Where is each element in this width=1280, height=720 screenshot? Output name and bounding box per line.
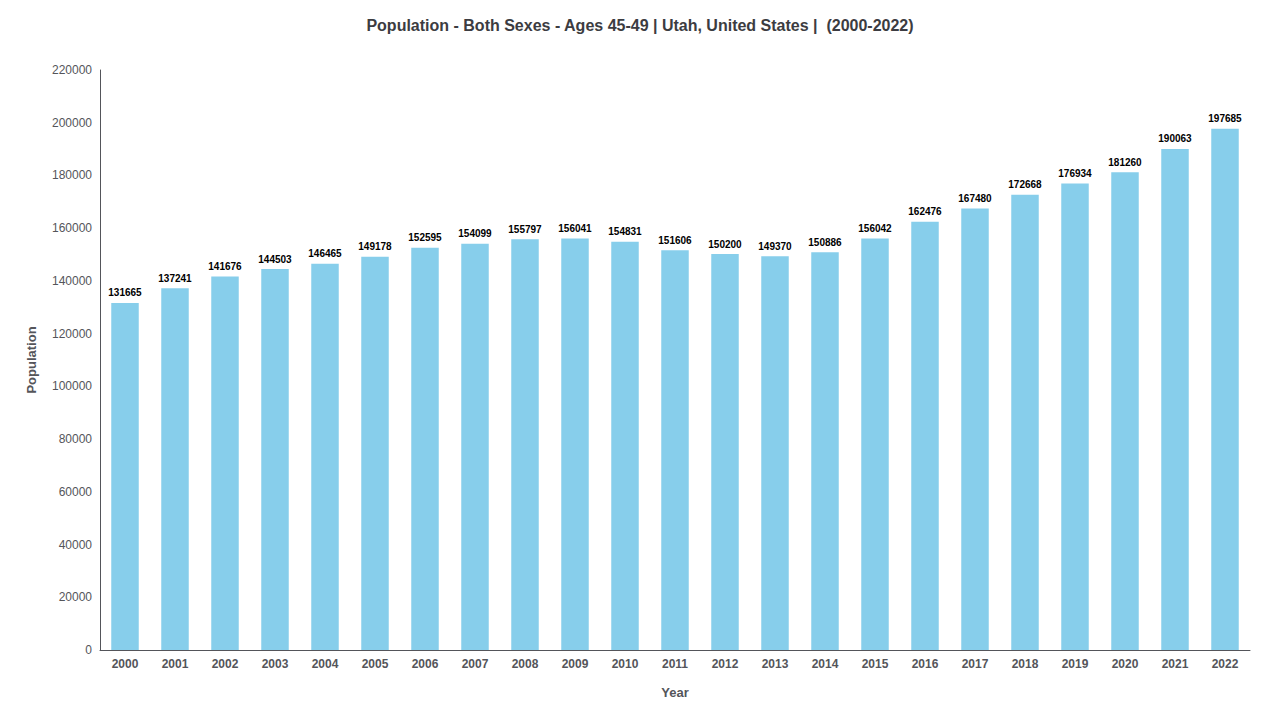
- svg-text:2015: 2015: [862, 657, 889, 671]
- svg-text:150200: 150200: [708, 239, 742, 250]
- svg-text:0: 0: [85, 643, 92, 657]
- svg-text:2013: 2013: [762, 657, 789, 671]
- svg-text:2020: 2020: [1112, 657, 1139, 671]
- svg-text:181260: 181260: [1108, 157, 1142, 168]
- svg-text:156042: 156042: [858, 223, 892, 234]
- svg-text:2016: 2016: [912, 657, 939, 671]
- svg-text:2022: 2022: [1212, 657, 1239, 671]
- svg-text:152595: 152595: [408, 232, 442, 243]
- svg-text:200000: 200000: [52, 116, 92, 130]
- svg-text:154099: 154099: [458, 228, 492, 239]
- svg-text:155797: 155797: [508, 224, 542, 235]
- svg-text:149178: 149178: [358, 241, 392, 252]
- svg-text:Year: Year: [661, 685, 688, 700]
- svg-text:149370: 149370: [758, 241, 792, 252]
- svg-text:2007: 2007: [462, 657, 489, 671]
- svg-text:172668: 172668: [1008, 179, 1042, 190]
- svg-text:2019: 2019: [1062, 657, 1089, 671]
- svg-text:100000: 100000: [52, 379, 92, 393]
- svg-text:160000: 160000: [52, 221, 92, 235]
- svg-text:176934: 176934: [1058, 168, 1092, 179]
- svg-text:40000: 40000: [59, 538, 93, 552]
- svg-text:2008: 2008: [512, 657, 539, 671]
- svg-text:2005: 2005: [362, 657, 389, 671]
- svg-text:190063: 190063: [1158, 133, 1192, 144]
- svg-text:154831: 154831: [608, 226, 642, 237]
- svg-text:151606: 151606: [658, 235, 692, 246]
- svg-text:141676: 141676: [208, 261, 242, 272]
- svg-text:2006: 2006: [412, 657, 439, 671]
- svg-text:60000: 60000: [59, 485, 93, 499]
- svg-text:137241: 137241: [158, 273, 192, 284]
- svg-text:2001: 2001: [162, 657, 189, 671]
- svg-text:144503: 144503: [258, 254, 292, 265]
- svg-text:2003: 2003: [262, 657, 289, 671]
- svg-text:2014: 2014: [812, 657, 839, 671]
- svg-text:Population: Population: [24, 326, 39, 393]
- svg-text:20000: 20000: [59, 590, 93, 604]
- svg-text:2009: 2009: [562, 657, 589, 671]
- svg-text:80000: 80000: [59, 432, 93, 446]
- svg-text:2011: 2011: [662, 657, 688, 671]
- svg-text:120000: 120000: [52, 327, 92, 341]
- svg-text:2010: 2010: [612, 657, 639, 671]
- svg-text:2004: 2004: [312, 657, 339, 671]
- svg-text:167480: 167480: [958, 193, 992, 204]
- svg-text:2012: 2012: [712, 657, 739, 671]
- svg-text:146465: 146465: [308, 248, 342, 259]
- svg-text:197685: 197685: [1208, 113, 1242, 124]
- svg-text:162476: 162476: [908, 206, 942, 217]
- svg-text:Population - Both Sexes - Ages: Population - Both Sexes - Ages 45-49 | U…: [366, 17, 913, 34]
- svg-text:2002: 2002: [212, 657, 239, 671]
- svg-text:2021: 2021: [1162, 657, 1189, 671]
- svg-text:220000: 220000: [52, 63, 92, 77]
- svg-text:2000: 2000: [112, 657, 139, 671]
- svg-text:131665: 131665: [108, 287, 142, 298]
- svg-text:140000: 140000: [52, 274, 92, 288]
- svg-text:2018: 2018: [1012, 657, 1039, 671]
- svg-text:180000: 180000: [52, 168, 92, 182]
- svg-text:2017: 2017: [962, 657, 989, 671]
- svg-text:156041: 156041: [558, 223, 592, 234]
- svg-text:150886: 150886: [808, 237, 842, 248]
